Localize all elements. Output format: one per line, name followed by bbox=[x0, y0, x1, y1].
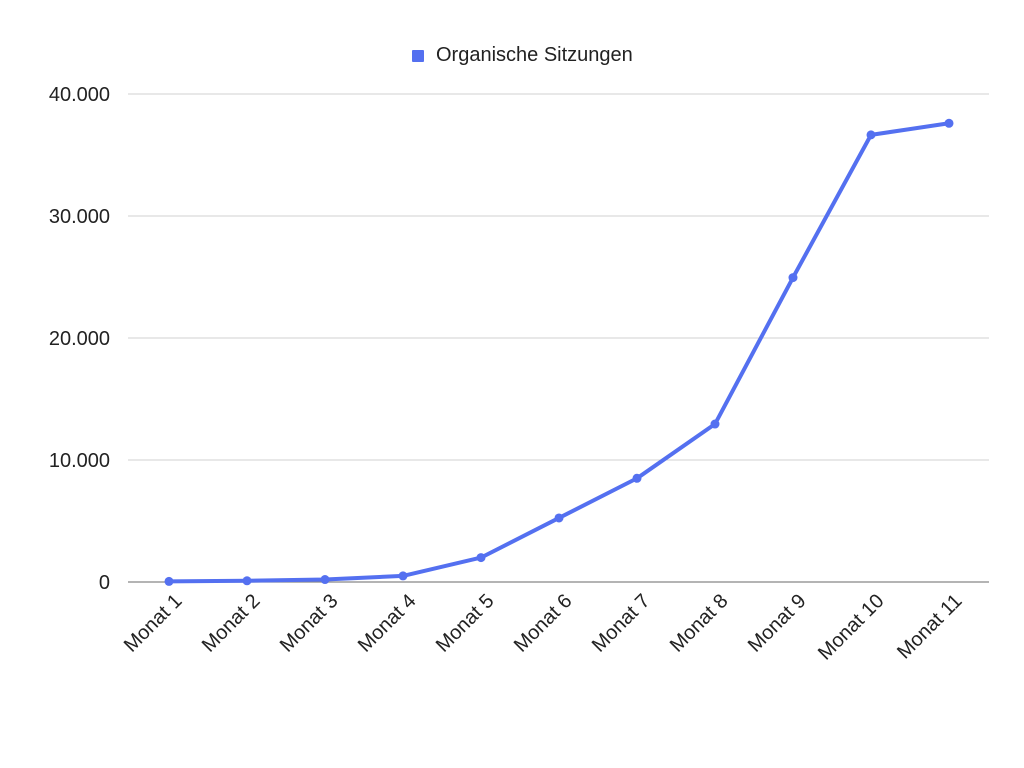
legend-swatch-icon bbox=[412, 49, 424, 62]
x-tick-label: Monat 5 bbox=[432, 590, 499, 657]
legend: Organische Sitzungen bbox=[412, 44, 633, 67]
y-tick-label: 0 bbox=[99, 572, 110, 594]
data-point bbox=[398, 571, 408, 581]
data-point bbox=[866, 130, 876, 140]
x-tick-label: Monat 2 bbox=[198, 590, 265, 657]
x-tick-label: Monat 7 bbox=[588, 590, 655, 657]
x-tick-label: Monat 1 bbox=[120, 590, 187, 657]
x-tick-label: Monat 8 bbox=[666, 590, 733, 657]
data-point bbox=[242, 576, 252, 586]
x-tick-label: Monat 3 bbox=[276, 590, 343, 657]
x-tick-label: Monat 9 bbox=[744, 590, 811, 657]
data-point bbox=[632, 473, 642, 483]
data-point bbox=[320, 575, 330, 585]
y-tick-label: 10.000 bbox=[49, 450, 110, 472]
data-point bbox=[710, 419, 720, 429]
x-tick-label: Monat 4 bbox=[354, 590, 421, 657]
x-tick-label: Monat 6 bbox=[510, 590, 577, 657]
data-point bbox=[476, 553, 486, 563]
data-point bbox=[788, 273, 798, 283]
data-point bbox=[164, 576, 174, 586]
data-point bbox=[944, 118, 954, 128]
y-tick-label: 20.000 bbox=[49, 328, 110, 350]
series-line bbox=[167, 121, 951, 584]
y-tick-label: 30.000 bbox=[49, 206, 110, 228]
y-tick-label: 40.000 bbox=[49, 84, 110, 106]
data-point bbox=[554, 513, 564, 523]
x-tick-label: Monat 10 bbox=[814, 590, 889, 665]
legend-label: Organische Sitzungen bbox=[436, 44, 633, 66]
x-tick-label: Monat 11 bbox=[893, 590, 966, 663]
